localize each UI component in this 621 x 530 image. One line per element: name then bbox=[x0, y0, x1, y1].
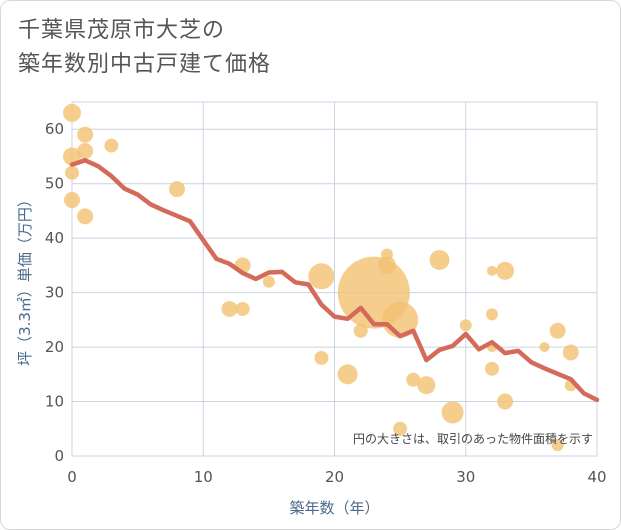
bubble-point bbox=[429, 249, 450, 270]
bubble-point bbox=[562, 344, 579, 361]
x-tick-label: 20 bbox=[325, 468, 344, 486]
x-axis-label: 築年数（年） bbox=[289, 499, 379, 517]
bubble-point bbox=[378, 256, 396, 275]
y-tick-label: 50 bbox=[45, 175, 64, 193]
bubble-point bbox=[337, 364, 358, 385]
bubble-point bbox=[406, 372, 421, 387]
bubble-point bbox=[486, 308, 498, 321]
bubble-point bbox=[262, 275, 275, 288]
bubble-point bbox=[77, 208, 94, 225]
bubble-point bbox=[539, 342, 550, 353]
bubble-point bbox=[104, 138, 119, 153]
y-tick-label: 60 bbox=[45, 120, 64, 138]
trend-line bbox=[69, 158, 600, 403]
bubble-point bbox=[393, 421, 408, 436]
bubble-point bbox=[487, 265, 497, 276]
bubble-point bbox=[221, 300, 238, 317]
x-tick-label: 30 bbox=[456, 468, 475, 486]
y-tick-label: 40 bbox=[45, 229, 64, 247]
x-tick-label: 10 bbox=[194, 468, 213, 486]
bubble-point bbox=[551, 439, 564, 452]
chart-title: 千葉県茂原市大芝の 築年数別中古戸建て価格 bbox=[18, 14, 271, 82]
bubble-point bbox=[417, 376, 436, 395]
trend-layer bbox=[69, 158, 600, 403]
y-axis-label: 坪（3.3㎡）単価（万円） bbox=[16, 192, 34, 366]
bubble-point bbox=[77, 143, 94, 160]
y-tick-label: 20 bbox=[45, 338, 64, 356]
bubble-point bbox=[485, 361, 499, 376]
y-tick-label: 10 bbox=[45, 393, 64, 411]
x-tick-label: 0 bbox=[67, 468, 77, 486]
x-tick-label: 40 bbox=[587, 468, 606, 486]
bubble-point bbox=[497, 393, 514, 410]
bubble-point bbox=[77, 126, 94, 143]
chart-title-line1: 千葉県茂原市大芝の bbox=[18, 18, 226, 43]
bubble-point bbox=[169, 181, 185, 198]
bubble-point bbox=[235, 301, 250, 316]
bubble-point bbox=[549, 322, 566, 339]
bubble-point bbox=[63, 103, 81, 122]
bubble-point bbox=[459, 319, 472, 332]
y-tick-label: 0 bbox=[54, 447, 64, 465]
bubble-point bbox=[64, 192, 80, 209]
bubble-point bbox=[314, 350, 329, 365]
bubble-point bbox=[308, 263, 335, 290]
chart-title-line2: 築年数別中古戸建て価格 bbox=[18, 52, 272, 77]
size-note: 円の大きさは、取引のあった物件面積を示す bbox=[353, 431, 593, 446]
bubble-point bbox=[65, 165, 79, 180]
y-tick-label: 30 bbox=[45, 284, 64, 302]
bubble-point bbox=[496, 261, 515, 280]
bubble-point bbox=[441, 401, 464, 424]
tick-labels: 0 10 20 30 40 0 10 20 30 40 50 60 bbox=[45, 120, 607, 486]
